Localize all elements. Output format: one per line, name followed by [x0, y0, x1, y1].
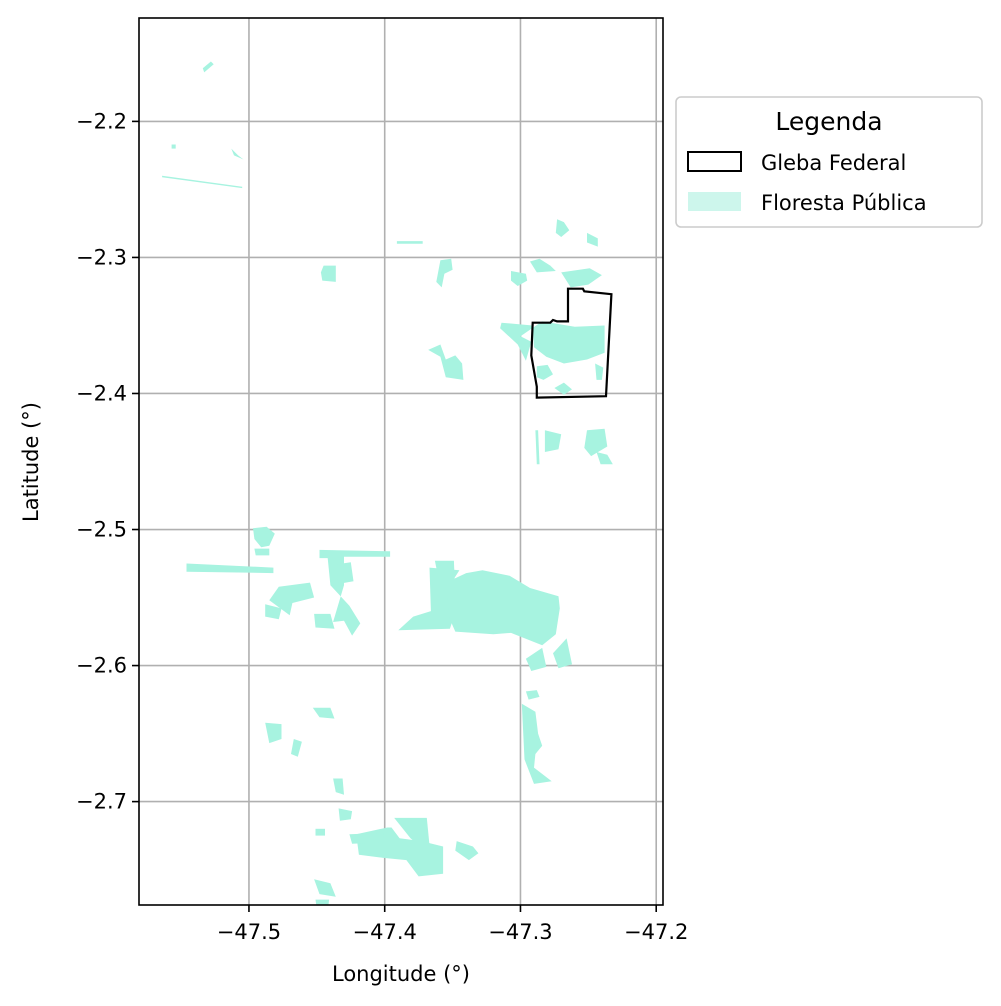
- legend: Legenda Gleba Federal Floresta Pública: [675, 96, 983, 228]
- floresta-publica-polygon: [596, 452, 613, 465]
- x-tick-label: −47.3: [488, 920, 552, 944]
- y-tick-label: −2.4: [76, 381, 127, 405]
- floresta-publica-polygon: [553, 638, 572, 669]
- floresta-publica-polygon: [162, 175, 243, 189]
- floresta-publica-polygon: [445, 570, 560, 646]
- floresta-publica-polygon: [186, 563, 274, 574]
- legend-swatch-gleba-federal: [687, 151, 742, 172]
- floresta-publica-polygon: [315, 899, 330, 905]
- floresta-publica-polygon: [521, 703, 552, 784]
- floresta-publica-polygon: [554, 382, 572, 395]
- floresta-publica-polygon: [500, 321, 605, 364]
- y-axis-ticks: −2.2 −2.3 −2.4 −2.5 −2.6 −2.7: [76, 109, 139, 814]
- legend-title: Legenda: [775, 107, 882, 136]
- gleba-federal-layer: [530, 287, 613, 399]
- floresta-publica-polygon: [349, 832, 385, 844]
- floresta-publica-polygon: [253, 526, 275, 548]
- x-tick-label: −47.5: [217, 920, 281, 944]
- floresta-publica-polygon: [394, 817, 430, 846]
- y-tick-label: −2.7: [76, 790, 127, 814]
- floresta-publica-polygon: [544, 430, 562, 452]
- floresta-publica-polygon: [525, 647, 547, 671]
- floresta-publica-polygon: [265, 604, 282, 620]
- x-axis-title: Longitude (°): [332, 962, 470, 986]
- gleba-federal-polygon: [530, 287, 613, 399]
- floresta-publica-polygon: [584, 428, 608, 457]
- floresta-publica-polygon: [254, 548, 270, 556]
- x-axis-ticks: −47.5 −47.4 −47.3 −47.2: [217, 905, 688, 944]
- floresta-publica-polygon: [171, 144, 176, 149]
- floresta-publica-polygon: [312, 707, 335, 719]
- floresta-publica-polygon: [320, 265, 336, 282]
- floresta-publica-polygon: [291, 739, 302, 757]
- floresta-publica-polygon: [333, 562, 354, 584]
- floresta-publica-polygon: [595, 363, 604, 380]
- floresta-publica-polygon: [434, 560, 456, 597]
- legend-box: [675, 96, 983, 228]
- map-gridlines: [139, 18, 663, 905]
- floresta-publica-polygon: [525, 690, 540, 700]
- floresta-publica-polygon: [428, 344, 464, 380]
- floresta-publica-polygon: [231, 148, 244, 160]
- x-tick-label: −47.2: [624, 920, 688, 944]
- floresta-publica-polygon: [436, 258, 453, 288]
- floresta-publica-polygon: [314, 613, 335, 629]
- floresta-publica-polygon: [265, 722, 282, 744]
- floresta-publica-polygon: [333, 778, 344, 795]
- y-tick-label: −2.3: [76, 245, 127, 269]
- floresta-publica-polygon: [555, 219, 570, 237]
- legend-label-gleba-federal: Gleba Federal: [761, 151, 906, 175]
- axes-frame: [138, 17, 664, 906]
- x-tick-label: −47.4: [353, 920, 417, 944]
- y-tick-label: −2.5: [76, 518, 127, 542]
- floresta-publica-polygon: [511, 271, 528, 286]
- floresta-publica-polygon: [587, 232, 598, 247]
- y-axis-title: Latitude (°): [19, 402, 43, 522]
- floresta-publica-polygon: [202, 61, 214, 73]
- legend-label-floresta-publica: Floresta Pública: [761, 191, 927, 215]
- floresta-publica-polygon: [396, 241, 423, 244]
- floresta-publica-polygon: [455, 841, 479, 861]
- floresta-publica-polygon: [315, 828, 325, 836]
- legend-swatch-floresta-publica: [688, 192, 741, 211]
- floresta-publica-polygon: [530, 258, 556, 273]
- floresta-publica-polygon: [269, 582, 315, 616]
- floresta-publica-polygon: [338, 808, 353, 821]
- floresta-publica-polygon: [535, 430, 540, 465]
- floresta-publica-layer: [162, 61, 613, 905]
- y-tick-label: −2.6: [76, 654, 127, 678]
- floresta-publica-polygon: [561, 268, 602, 288]
- floresta-publica-polygon: [536, 364, 553, 380]
- floresta-publica-polygon: [314, 879, 336, 897]
- y-tick-label: −2.2: [76, 109, 127, 133]
